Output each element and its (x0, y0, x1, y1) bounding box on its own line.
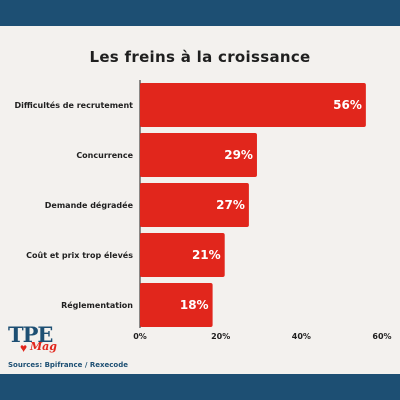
bar-0 (140, 83, 366, 127)
bottom-band (0, 374, 400, 400)
category-label-4: Réglementation (61, 300, 133, 310)
bar-4 (140, 283, 213, 327)
category-label-1: Concurrence (76, 151, 133, 160)
chart-title: Les freins à la croissance (89, 48, 311, 66)
category-label-2: Demande dégradée (45, 200, 134, 210)
heart-icon: ♥ (20, 341, 28, 355)
category-label-0: Difficultés de recrutement (14, 100, 133, 110)
value-label-1: 29% (224, 148, 253, 162)
x-tick-label-3: 60% (372, 332, 391, 341)
x-tick-label-0: 0% (133, 332, 147, 341)
logo-text: TPE (8, 322, 53, 347)
bar-1 (140, 133, 257, 177)
bar-2 (140, 183, 249, 227)
value-label-3: 21% (192, 248, 221, 262)
source-note: Sources: Bpifrance / Rexecode (8, 361, 128, 369)
top-band (0, 0, 400, 26)
value-label-4: 18% (180, 298, 209, 312)
x-tick-label-1: 20% (211, 332, 230, 341)
category-label-3: Coût et prix trop élevés (26, 250, 133, 260)
logo-sub: Mag (30, 340, 57, 353)
bar-3 (140, 233, 225, 277)
value-label-0: 56% (333, 98, 362, 112)
value-label-2: 27% (216, 198, 245, 212)
tpe-mag-logo: TPE ♥ Mag (8, 322, 58, 362)
x-tick-label-2: 40% (292, 332, 311, 341)
